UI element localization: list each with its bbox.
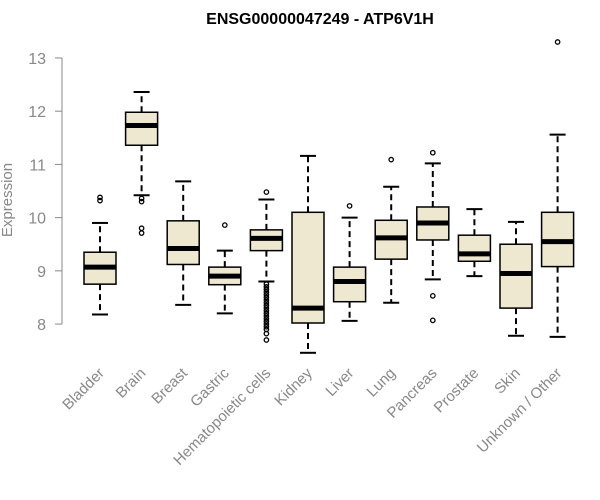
outlier-point [263,291,270,298]
outlier-point [388,156,395,163]
outlier-point [263,294,270,301]
outlier-point [263,283,270,290]
outlier-point [263,315,270,322]
box-unknown-other [540,39,575,338]
outlier-point [263,281,270,288]
outlier-point [263,323,270,330]
x-category-label: Kidney [271,364,316,409]
box-liver [332,203,367,322]
iqr-box [499,243,533,309]
outlier-point [263,305,270,311]
y-axis-title: Expression [0,163,16,237]
y-tick-label: 11 [29,157,46,174]
box-pancreas [416,149,450,324]
x-category-label: Brain [113,365,150,402]
outlier-point [263,297,270,303]
x-category-label: Prostate [431,365,483,417]
box-brain [124,91,159,236]
outlier-point [263,307,270,314]
x-category-label: Lung [363,365,399,401]
y-tick-label: 8 [37,317,46,334]
box-breast [166,180,200,306]
box-bladder [83,194,117,316]
x-category-label: Breast [148,364,191,407]
y-axis: 8 9 10 11 12 13 [28,51,62,334]
box-prostate [457,208,492,278]
outlier-point [263,286,270,293]
outlier-point [429,149,436,156]
outlier-point [263,318,270,325]
outlier-point [263,321,270,327]
x-category-label: Liver [322,365,357,400]
outlier-point [346,203,353,209]
outlier-point [97,194,103,201]
y-tick-label: 12 [28,104,46,121]
iqr-box [124,111,159,146]
outlier-point [263,337,270,343]
outlier-point [263,302,270,309]
outlier-point [429,317,436,324]
outlier-point [263,189,270,195]
x-category-label: Skin [491,365,524,398]
outlier-point [138,195,145,202]
y-tick-label: 10 [28,211,46,228]
outlier-point [138,230,145,236]
iqr-box [166,220,200,266]
outlier-point [221,222,228,228]
box-gastric [208,222,242,315]
iqr-box [457,234,492,263]
chart-title: ENSG00000047249 - ATP6V1H [206,11,434,28]
outlier-point [263,299,270,306]
iqr-box [332,266,367,303]
outlier-point [263,289,270,295]
box-lung [374,156,408,304]
y-tick-label: 13 [28,51,46,68]
iqr-box [291,211,325,324]
outlier-point [263,330,270,337]
outlier-point [138,198,145,205]
box-kidney [291,154,325,354]
box-skin [499,220,533,337]
boxes-group [83,39,575,354]
outlier-point [97,197,103,204]
outlier-point [263,310,270,317]
box-hematopoietic-cells [249,189,284,343]
outlier-point [138,225,145,232]
outlier-point [429,293,436,299]
x-category-label: Bladder [59,365,108,414]
outlier-point [263,313,270,319]
outlier-point [554,39,561,45]
y-tick-label: 9 [37,264,46,281]
